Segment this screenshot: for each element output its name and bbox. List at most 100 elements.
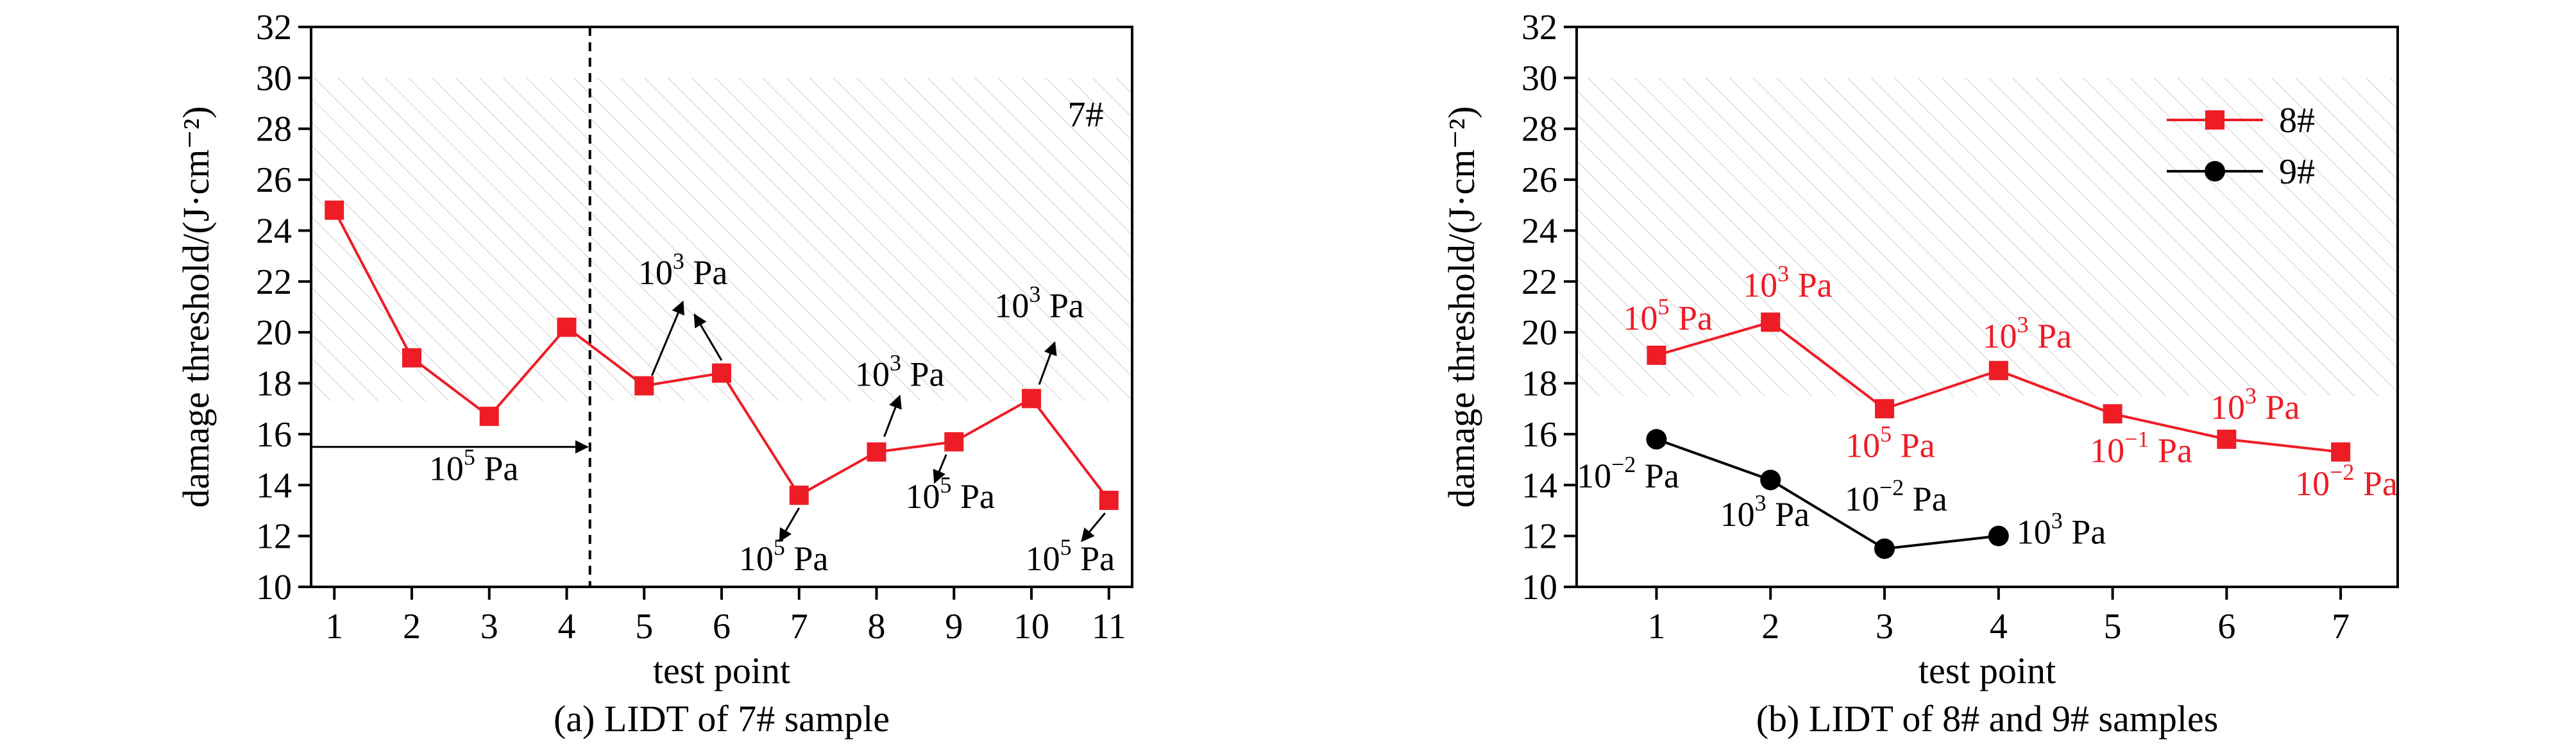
x-tick-label: 4	[1990, 607, 2008, 647]
x-tick-label: 5	[635, 607, 653, 647]
pressure-label: 10−2 Pa	[1845, 475, 1947, 518]
y-tick-label: 16	[1521, 415, 1557, 455]
pressure-unit: Pa	[1789, 266, 1833, 305]
x-axis-title-b: test point	[1919, 650, 2056, 691]
pressure-base: 10	[855, 355, 890, 394]
y-tick-label: 10	[256, 568, 292, 607]
y-tick-label: 18	[1521, 364, 1557, 404]
pressure-label: 103 Pa	[994, 281, 1084, 325]
pressure-unit: Pa	[1040, 286, 1084, 325]
series-8-9	[1646, 312, 2351, 559]
pressure-unit: Pa	[1636, 457, 1679, 495]
pressure-base: 10	[1720, 495, 1755, 534]
y-axis-b: 10 12 14 16 18 20 22 24 26 28 30 32	[1521, 8, 1577, 607]
data-point	[1761, 312, 1781, 332]
y-tick-label: 26	[1521, 160, 1557, 200]
y-tick-label: 24	[256, 211, 292, 251]
annotation-arrow	[1038, 341, 1057, 385]
pressure-label: 105 Pa	[739, 534, 829, 578]
x-tick-label: 8	[868, 607, 886, 647]
pressure-unit: Pa	[785, 539, 829, 578]
data-point	[2217, 429, 2237, 449]
data-point	[1647, 345, 1666, 365]
annotation-arrow	[693, 313, 723, 361]
y-tick-label: 20	[1521, 313, 1557, 353]
x-tick-label: 7	[2332, 607, 2350, 647]
y-tick-label: 26	[256, 160, 292, 200]
y-tick-label: 30	[256, 58, 292, 98]
pressure-unit: Pa	[901, 355, 945, 394]
pressure-exponent: −2	[1611, 452, 1636, 477]
annotation-arrow	[650, 300, 684, 376]
x-tick-label: 7	[790, 607, 808, 647]
pressure-label: 103 Pa	[638, 248, 728, 292]
annotation-arrow	[883, 394, 902, 437]
data-point	[1988, 360, 2008, 380]
y-tick-label: 10	[1521, 568, 1557, 607]
x-axis-b: 1 2 3 4 5 6 7	[1647, 587, 2350, 647]
pressure-unit: Pa	[2028, 317, 2072, 355]
pressure-unit: Pa	[2257, 388, 2300, 427]
pressure-base: 10	[1845, 427, 1880, 465]
pressure-exponent: 5	[1880, 421, 1892, 447]
pressure-base: 10	[1982, 317, 2017, 355]
pressure-unit: Pa	[1669, 299, 1713, 337]
series-7	[325, 200, 1119, 511]
pressure-unit: Pa	[1892, 427, 1935, 465]
pressure-unit: Pa	[1767, 495, 1810, 534]
pressure-base: 10	[1743, 266, 1777, 305]
pressure-label: 105 Pa	[1026, 534, 1115, 578]
pressure-unit: Pa	[2063, 513, 2106, 552]
pressure-label: 10−1 Pa	[2090, 427, 2192, 470]
pressure-label: 105 Pa	[905, 472, 995, 516]
y-tick-label: 24	[1521, 211, 1557, 251]
pressure-base: 10	[2295, 464, 2330, 503]
data-point	[1988, 525, 2009, 546]
pressure-base: 10	[1623, 299, 1657, 337]
annotation-arrow	[933, 454, 947, 484]
pressure-exponent: 5	[940, 472, 951, 498]
data-point	[2331, 442, 2351, 462]
legend-marker-8	[2205, 110, 2224, 130]
legend-label-9: 9#	[2279, 152, 2315, 192]
pressure-exponent: 3	[2245, 383, 2257, 409]
data-point	[789, 486, 809, 505]
pressure-base: 10	[2090, 432, 2124, 470]
pressure-exponent: 3	[890, 350, 901, 376]
y-tick-label: 28	[256, 110, 292, 149]
pressure-unit: Pa	[684, 253, 728, 292]
caption-a: (a) LIDT of 7# sample	[554, 698, 890, 740]
pressure-label: 105 Pa	[1845, 421, 1935, 465]
y-tick-label: 12	[1521, 517, 1557, 557]
legend-b: 8# 9#	[2167, 101, 2315, 192]
pressure-label: 103 Pa	[855, 350, 945, 394]
pressure-base: 10	[905, 477, 940, 516]
pressure-unit: Pa	[1072, 539, 1115, 578]
y-tick-label: 28	[1521, 110, 1557, 149]
annotation-arrows-a	[650, 300, 1106, 543]
legend-marker-9	[2205, 161, 2225, 182]
pressure-base: 10	[994, 286, 1029, 325]
data-point	[944, 432, 964, 452]
damage-band-a	[311, 78, 1132, 402]
y-tick-label: 12	[256, 517, 292, 557]
pressure-base: 10	[638, 253, 673, 292]
pressure-label: 103 Pa	[2210, 383, 2300, 427]
panel-label-7: 7#	[1068, 95, 1104, 135]
x-tick-label: 6	[713, 607, 731, 647]
x-tick-label: 10	[1013, 607, 1049, 647]
annotation-arrow	[1081, 512, 1106, 543]
y-axis-title-a: damage threshold/(J·cm⁻²)	[175, 106, 217, 507]
pressure-unit: Pa	[951, 477, 995, 516]
pressure-exponent: −2	[2330, 459, 2354, 485]
data-point	[1099, 491, 1119, 511]
pressure-base: 10	[2210, 388, 2245, 427]
pressure-exponent: −1	[2124, 427, 2149, 452]
data-point	[1760, 470, 1781, 491]
pressure-unit: Pa	[2149, 432, 2192, 470]
pressure-base: 10	[429, 449, 464, 487]
plot-frame-a	[310, 26, 1133, 588]
